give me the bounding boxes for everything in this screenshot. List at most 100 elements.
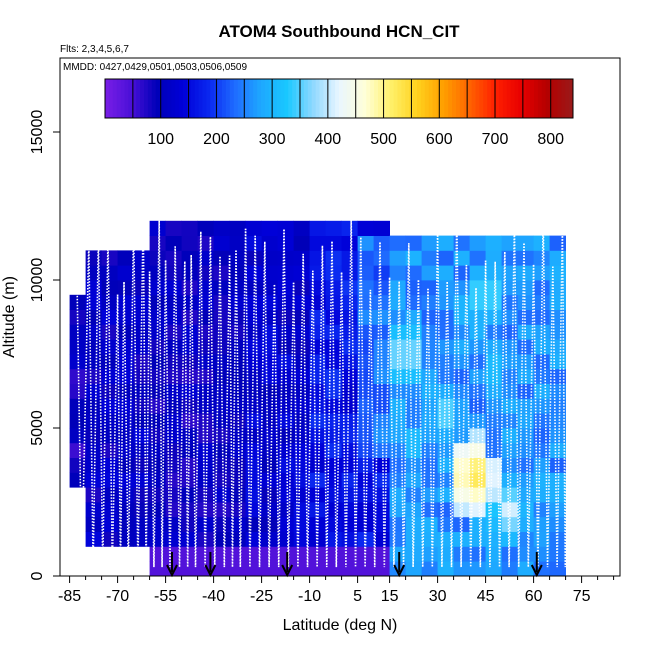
heatmap-cell	[117, 265, 134, 281]
heatmap-cell	[133, 516, 150, 532]
colorbar-segment	[510, 79, 515, 118]
x-tick-label: -10	[298, 588, 321, 605]
flight-profile-segment	[254, 235, 266, 568]
heatmap-cell	[181, 220, 198, 236]
heatmap-cell	[293, 265, 310, 281]
heatmap-cell	[181, 487, 198, 503]
colorbar-segment	[280, 79, 285, 118]
heatmap-cell	[261, 561, 278, 577]
colorbar-segment	[487, 79, 492, 118]
heatmap-cell	[149, 235, 166, 251]
heatmap-cell	[485, 280, 502, 296]
heatmap-cell	[197, 383, 214, 399]
heatmap-cell	[245, 368, 262, 384]
heatmap-cell	[517, 309, 534, 325]
colorbar-segment	[397, 79, 402, 118]
heatmap-cell	[149, 428, 166, 444]
heatmap-cell	[309, 220, 326, 236]
heatmap-cell	[437, 413, 454, 429]
heatmap-cell	[501, 442, 518, 458]
flight-profile-segment	[302, 253, 314, 568]
heatmap-cell	[149, 561, 166, 577]
heatmap-cell	[277, 294, 294, 310]
colorbar-segment	[339, 79, 344, 118]
heatmap-cell	[213, 561, 230, 577]
heatmap-cell	[549, 531, 566, 547]
flight-profile-segment	[360, 237, 372, 568]
heatmap-cell	[389, 309, 406, 325]
colorbar-segment	[553, 79, 558, 118]
heatmap-cell	[181, 442, 198, 458]
heatmap-cell	[85, 531, 102, 547]
heatmap-cell	[389, 339, 406, 355]
heatmap-cell	[469, 324, 486, 340]
colorbar-segment	[335, 79, 340, 118]
heatmap-cell	[309, 472, 326, 488]
colorbar-segment	[245, 79, 250, 118]
colorbar-segment	[471, 79, 476, 118]
heatmap-cell	[373, 354, 390, 370]
heatmap-cell	[373, 250, 390, 266]
flight-profile-segment	[331, 241, 343, 568]
colorbar-segment	[491, 79, 496, 118]
heatmap-cell	[85, 383, 102, 399]
heatmap-cell	[421, 516, 438, 532]
heatmap-cell	[213, 220, 230, 236]
heatmap-cell	[69, 428, 86, 444]
heatmap-cell	[293, 280, 310, 296]
heatmap-cell	[245, 220, 262, 236]
heatmap-cell	[469, 354, 486, 370]
heatmap-cell	[549, 383, 566, 399]
colorbar-tick-label: 800	[537, 131, 564, 148]
heatmap-cell	[389, 235, 406, 251]
flight-profile-segment	[369, 242, 381, 568]
heatmap-cell	[389, 413, 406, 429]
colorbar-segment	[155, 79, 161, 118]
heatmap-cell	[517, 250, 534, 266]
colorbar-segment	[495, 79, 500, 118]
heatmap-cell	[357, 368, 374, 384]
colorbar-segment	[498, 79, 504, 118]
colorbar-segment	[144, 79, 149, 118]
heatmap-cell	[213, 265, 230, 281]
heatmap-cell	[437, 487, 454, 503]
heatmap-cell	[453, 502, 470, 518]
heatmap-cell	[469, 531, 486, 547]
colorbar-segment	[222, 79, 227, 118]
heatmap-cell	[405, 561, 422, 577]
colorbar-segment	[315, 79, 320, 118]
heatmap-cell	[165, 294, 182, 310]
flight-profile-segment	[244, 228, 256, 568]
heatmap-cell	[261, 383, 278, 399]
heatmap-cell	[389, 294, 406, 310]
heatmap-cell	[277, 531, 294, 547]
heatmap-cell	[453, 354, 470, 370]
colorbar-segment	[475, 79, 480, 118]
heatmap-cell	[117, 339, 134, 355]
chart-title: ATOM4 Southbound HCN_CIT	[218, 22, 460, 41]
heatmap-cell	[405, 472, 422, 488]
colorbar-segment	[479, 79, 484, 118]
colorbar-segment	[385, 79, 391, 118]
heatmap-cell	[469, 250, 486, 266]
heatmap-cell	[421, 531, 438, 547]
heatmap-cell	[149, 265, 166, 281]
heatmap-cell	[405, 442, 422, 458]
heatmap-cell	[165, 220, 182, 236]
colorbar-segment	[171, 79, 176, 118]
heatmap-cell	[149, 531, 166, 547]
colorbar-segment	[420, 79, 426, 118]
heatmap-cell	[133, 368, 150, 384]
heatmap-cell	[197, 413, 214, 429]
x-tick-label: 5	[353, 588, 362, 605]
colorbar-segment	[190, 79, 196, 118]
heatmap-cell	[213, 531, 230, 547]
heatmap-cell	[181, 250, 198, 266]
colorbar-segment	[112, 79, 118, 118]
heatmap-cell	[373, 280, 390, 296]
colorbar-segment	[167, 79, 172, 118]
colorbar-segment	[288, 79, 293, 118]
heatmap-cell	[453, 531, 470, 547]
heatmap-cell	[389, 324, 406, 340]
y-tick-label: 5000	[29, 410, 46, 446]
